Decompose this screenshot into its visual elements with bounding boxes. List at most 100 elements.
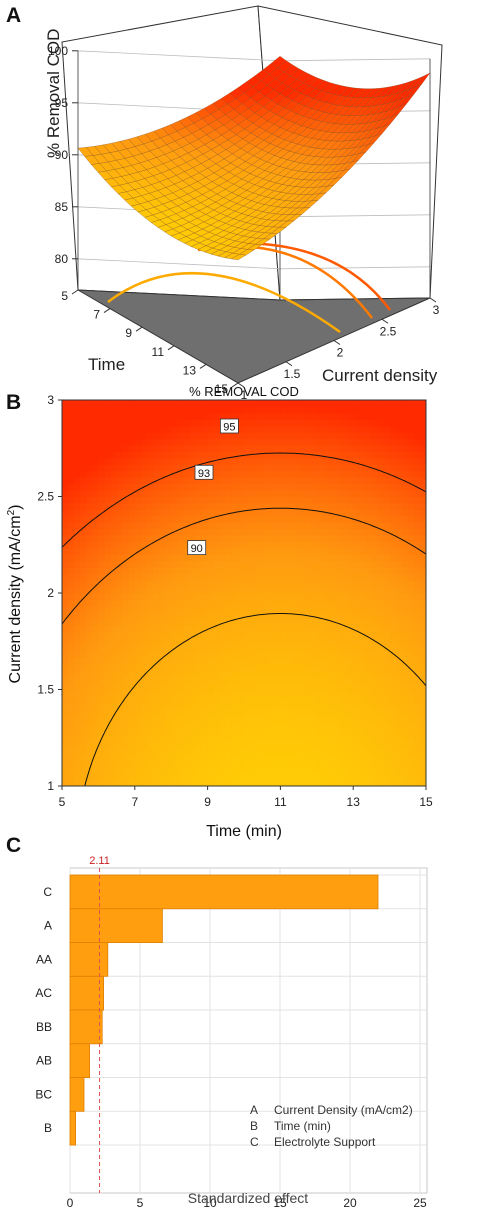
contour-cell: [286, 547, 294, 555]
contour-cell: [159, 464, 166, 472]
contour-cell: [286, 702, 294, 710]
contour-cell: [328, 528, 336, 536]
contour-cell: [134, 470, 142, 478]
contour-cell: [292, 683, 300, 691]
contour-cell: [256, 773, 263, 781]
contour-cell: [104, 593, 112, 601]
contour-cell: [341, 573, 348, 581]
contour-cell: [383, 766, 391, 774]
contour-cell: [298, 496, 306, 504]
contour-cell: [407, 445, 415, 453]
contour-cell: [80, 477, 87, 485]
contour-cell: [328, 573, 336, 581]
contour-cell: [250, 631, 257, 639]
contour-cell: [110, 419, 118, 427]
contour-cell: [407, 419, 415, 427]
contour-cell: [159, 445, 166, 453]
contour-cell: [328, 753, 336, 761]
contour-cell: [250, 728, 257, 736]
contour-cell: [231, 509, 239, 517]
contour-cell: [98, 528, 106, 536]
contour-cell: [389, 464, 397, 472]
contour-cell: [292, 502, 300, 510]
contour-cell: [389, 412, 397, 420]
contour-cell: [413, 740, 421, 748]
contour-cell: [383, 457, 391, 465]
contour-cell: [110, 567, 118, 575]
contour-cell: [256, 400, 263, 408]
contour-cell: [298, 625, 306, 633]
contour-cell: [92, 599, 99, 607]
contour-cell: [183, 541, 190, 549]
contour-cell: [262, 535, 269, 543]
contour-cell: [237, 535, 245, 543]
contour-cell: [98, 560, 106, 568]
contour-cell: [219, 721, 227, 729]
contour-cell: [335, 650, 342, 658]
contour-cell: [68, 625, 75, 633]
contour-cell: [347, 779, 354, 786]
contour-cell: [389, 560, 397, 568]
contour-cell: [237, 593, 245, 601]
contour-cell: [213, 496, 221, 504]
contour-cell: [153, 734, 160, 742]
contour-cell: [116, 612, 124, 620]
contour-cell: [274, 445, 281, 453]
contour-cell: [335, 689, 342, 697]
contour-cell: [153, 740, 160, 748]
contour-cell: [322, 470, 330, 478]
contour-cell: [86, 438, 93, 446]
contour-cell: [401, 547, 409, 555]
contour-cell: [298, 400, 306, 408]
contour-cell: [371, 451, 379, 459]
contour-cell: [183, 747, 190, 755]
contour-cell: [116, 438, 124, 446]
contour-cell: [104, 586, 112, 594]
contour-cell: [237, 528, 245, 536]
x-tick-mark-a: [199, 363, 207, 369]
contour-cell: [322, 528, 330, 536]
contour-cell: [310, 715, 318, 723]
contour-cell: [250, 580, 257, 588]
contour-cell: [237, 644, 245, 652]
contour-cell: [74, 612, 81, 620]
contour-cell: [177, 400, 184, 408]
contour-cell: [304, 412, 312, 420]
contour-cell: [250, 644, 257, 652]
contour-cell: [153, 715, 160, 723]
contour-cell: [316, 490, 324, 498]
contour-cell: [165, 535, 172, 543]
contour-cell: [256, 470, 263, 478]
contour-cell: [92, 644, 99, 652]
contour-cell: [153, 747, 160, 755]
x-axis-label: Time: [88, 355, 125, 374]
contour-cell: [401, 650, 409, 658]
contour-cell: [153, 773, 160, 781]
contour-cell: [250, 573, 257, 581]
contour-cell: [395, 445, 403, 453]
contour-cell: [413, 502, 421, 510]
contour-cell: [413, 515, 421, 523]
contour-cell: [122, 760, 130, 768]
contour-cell: [347, 773, 354, 781]
contour-cell: [201, 432, 209, 440]
contour-cell: [413, 728, 421, 736]
contour-cell: [237, 734, 245, 742]
contour-cell: [244, 766, 251, 774]
contour-cell: [256, 541, 263, 549]
contour-cell: [304, 760, 312, 768]
contour-cell: [298, 728, 306, 736]
contour-cell: [413, 406, 421, 414]
contour-cell: [146, 477, 154, 485]
contour-cell: [310, 502, 318, 510]
contour-cell: [116, 663, 124, 671]
contour-cell: [280, 586, 288, 594]
contour-cell: [353, 496, 360, 504]
contour-cell: [359, 554, 366, 562]
contour-cell: [128, 695, 136, 703]
contour-cell: [219, 451, 227, 459]
contour-cell: [262, 708, 269, 716]
contour-cell: [86, 477, 93, 485]
contour-cell: [268, 670, 275, 678]
contour-cell: [322, 464, 330, 472]
